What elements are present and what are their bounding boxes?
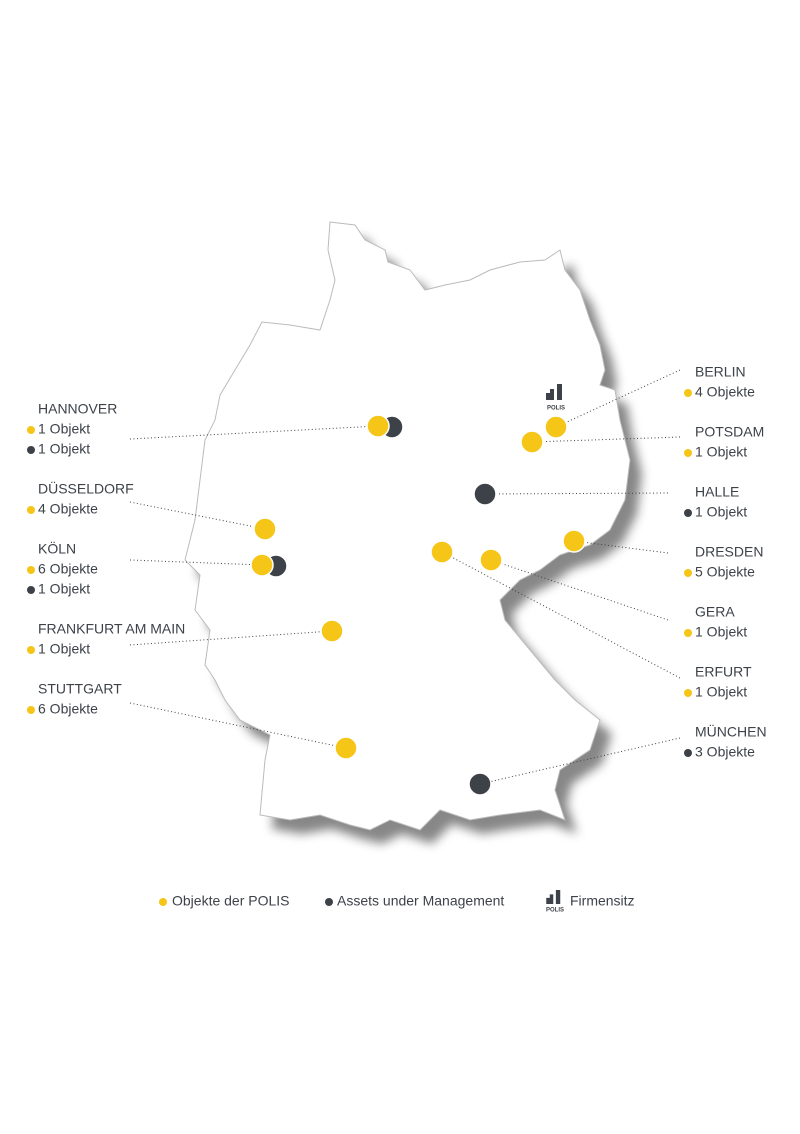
headquarters-logo: POLIS xyxy=(546,384,565,412)
entry-count: 1 Objekt xyxy=(695,684,747,700)
country-map xyxy=(184,221,642,844)
city-marker xyxy=(520,430,544,454)
entry-dot xyxy=(684,509,692,517)
entry-count: 1 Objekt xyxy=(38,421,90,437)
leader-line xyxy=(129,425,379,440)
city-name: BERLIN xyxy=(695,364,746,380)
city-name: DÜSSELDORF xyxy=(38,480,134,497)
leader-lines xyxy=(129,369,681,785)
city-markers xyxy=(250,414,586,796)
entry-dot xyxy=(27,566,35,574)
leader-line xyxy=(484,492,669,495)
city-name: ERFURT xyxy=(695,664,752,680)
city-marker xyxy=(562,529,586,553)
city-name: MÜNCHEN xyxy=(695,723,767,740)
city-name: GERA xyxy=(695,604,735,620)
legend-label: Objekte der POLIS xyxy=(172,893,290,909)
legend-logo-text: POLIS xyxy=(546,908,564,914)
city-name: HANNOVER xyxy=(38,401,117,417)
entry-dot xyxy=(684,749,692,757)
entry-count: 5 Objekte xyxy=(695,564,755,580)
city-marker xyxy=(544,415,568,439)
city-name: FRANKFURT AM MAIN xyxy=(38,621,185,637)
legend-label: Assets under Management xyxy=(337,893,504,909)
legend-logo-icon xyxy=(546,890,561,904)
city-name: KÖLN xyxy=(38,540,76,557)
entry-count: 6 Objekte xyxy=(38,561,98,577)
city-marker xyxy=(473,482,497,506)
entry-count: 1 Objekt xyxy=(38,441,90,457)
entry-dot xyxy=(27,426,35,434)
city-marker xyxy=(479,548,503,572)
city-name: DRESDEN xyxy=(695,544,763,560)
city-marker xyxy=(250,553,274,577)
entry-count: 6 Objekte xyxy=(38,701,98,717)
entry-dot xyxy=(684,569,692,577)
legend: POLIS Objekte der POLIS Assets under Mana… xyxy=(159,890,635,914)
city-name: HALLE xyxy=(695,484,739,500)
entry-count: 1 Objekt xyxy=(695,504,747,520)
city-marker xyxy=(253,517,277,541)
legend-dot xyxy=(159,898,167,906)
leader-line xyxy=(531,436,681,443)
entry-dot xyxy=(684,629,692,637)
entry-count: 1 Objekt xyxy=(38,581,90,597)
entry-dot xyxy=(684,389,692,397)
leader-line xyxy=(441,551,681,679)
legend-label: Firmensitz xyxy=(570,893,635,909)
leader-line xyxy=(129,630,333,646)
entry-dot xyxy=(27,586,35,594)
city-name: POTSDAM xyxy=(695,424,764,440)
city-name: STUTTGART xyxy=(38,681,122,697)
entry-count: 1 Objekt xyxy=(38,641,90,657)
city-marker xyxy=(366,414,390,438)
entry-count: 3 Objekte xyxy=(695,744,755,760)
entry-count: 1 Objekt xyxy=(695,624,747,640)
entry-count: 4 Objekte xyxy=(695,384,755,400)
legend-dot xyxy=(325,898,333,906)
entry-count: 4 Objekte xyxy=(38,501,98,517)
entry-dot xyxy=(27,706,35,714)
city-labels: HANNOVER 1 Objekt 1 Objekt DÜSSELDORF 4 Obje… xyxy=(27,364,767,760)
city-marker xyxy=(468,772,492,796)
city-marker xyxy=(334,736,358,760)
entry-count: 1 Objekt xyxy=(695,444,747,460)
entry-dot xyxy=(684,689,692,697)
city-marker xyxy=(320,619,344,643)
map-outline xyxy=(184,221,631,831)
entry-dot xyxy=(27,646,35,654)
entry-dot xyxy=(684,449,692,457)
entry-dot xyxy=(27,446,35,454)
logo-text: POLIS xyxy=(547,406,565,412)
entry-dot xyxy=(27,506,35,514)
city-marker xyxy=(430,540,454,564)
